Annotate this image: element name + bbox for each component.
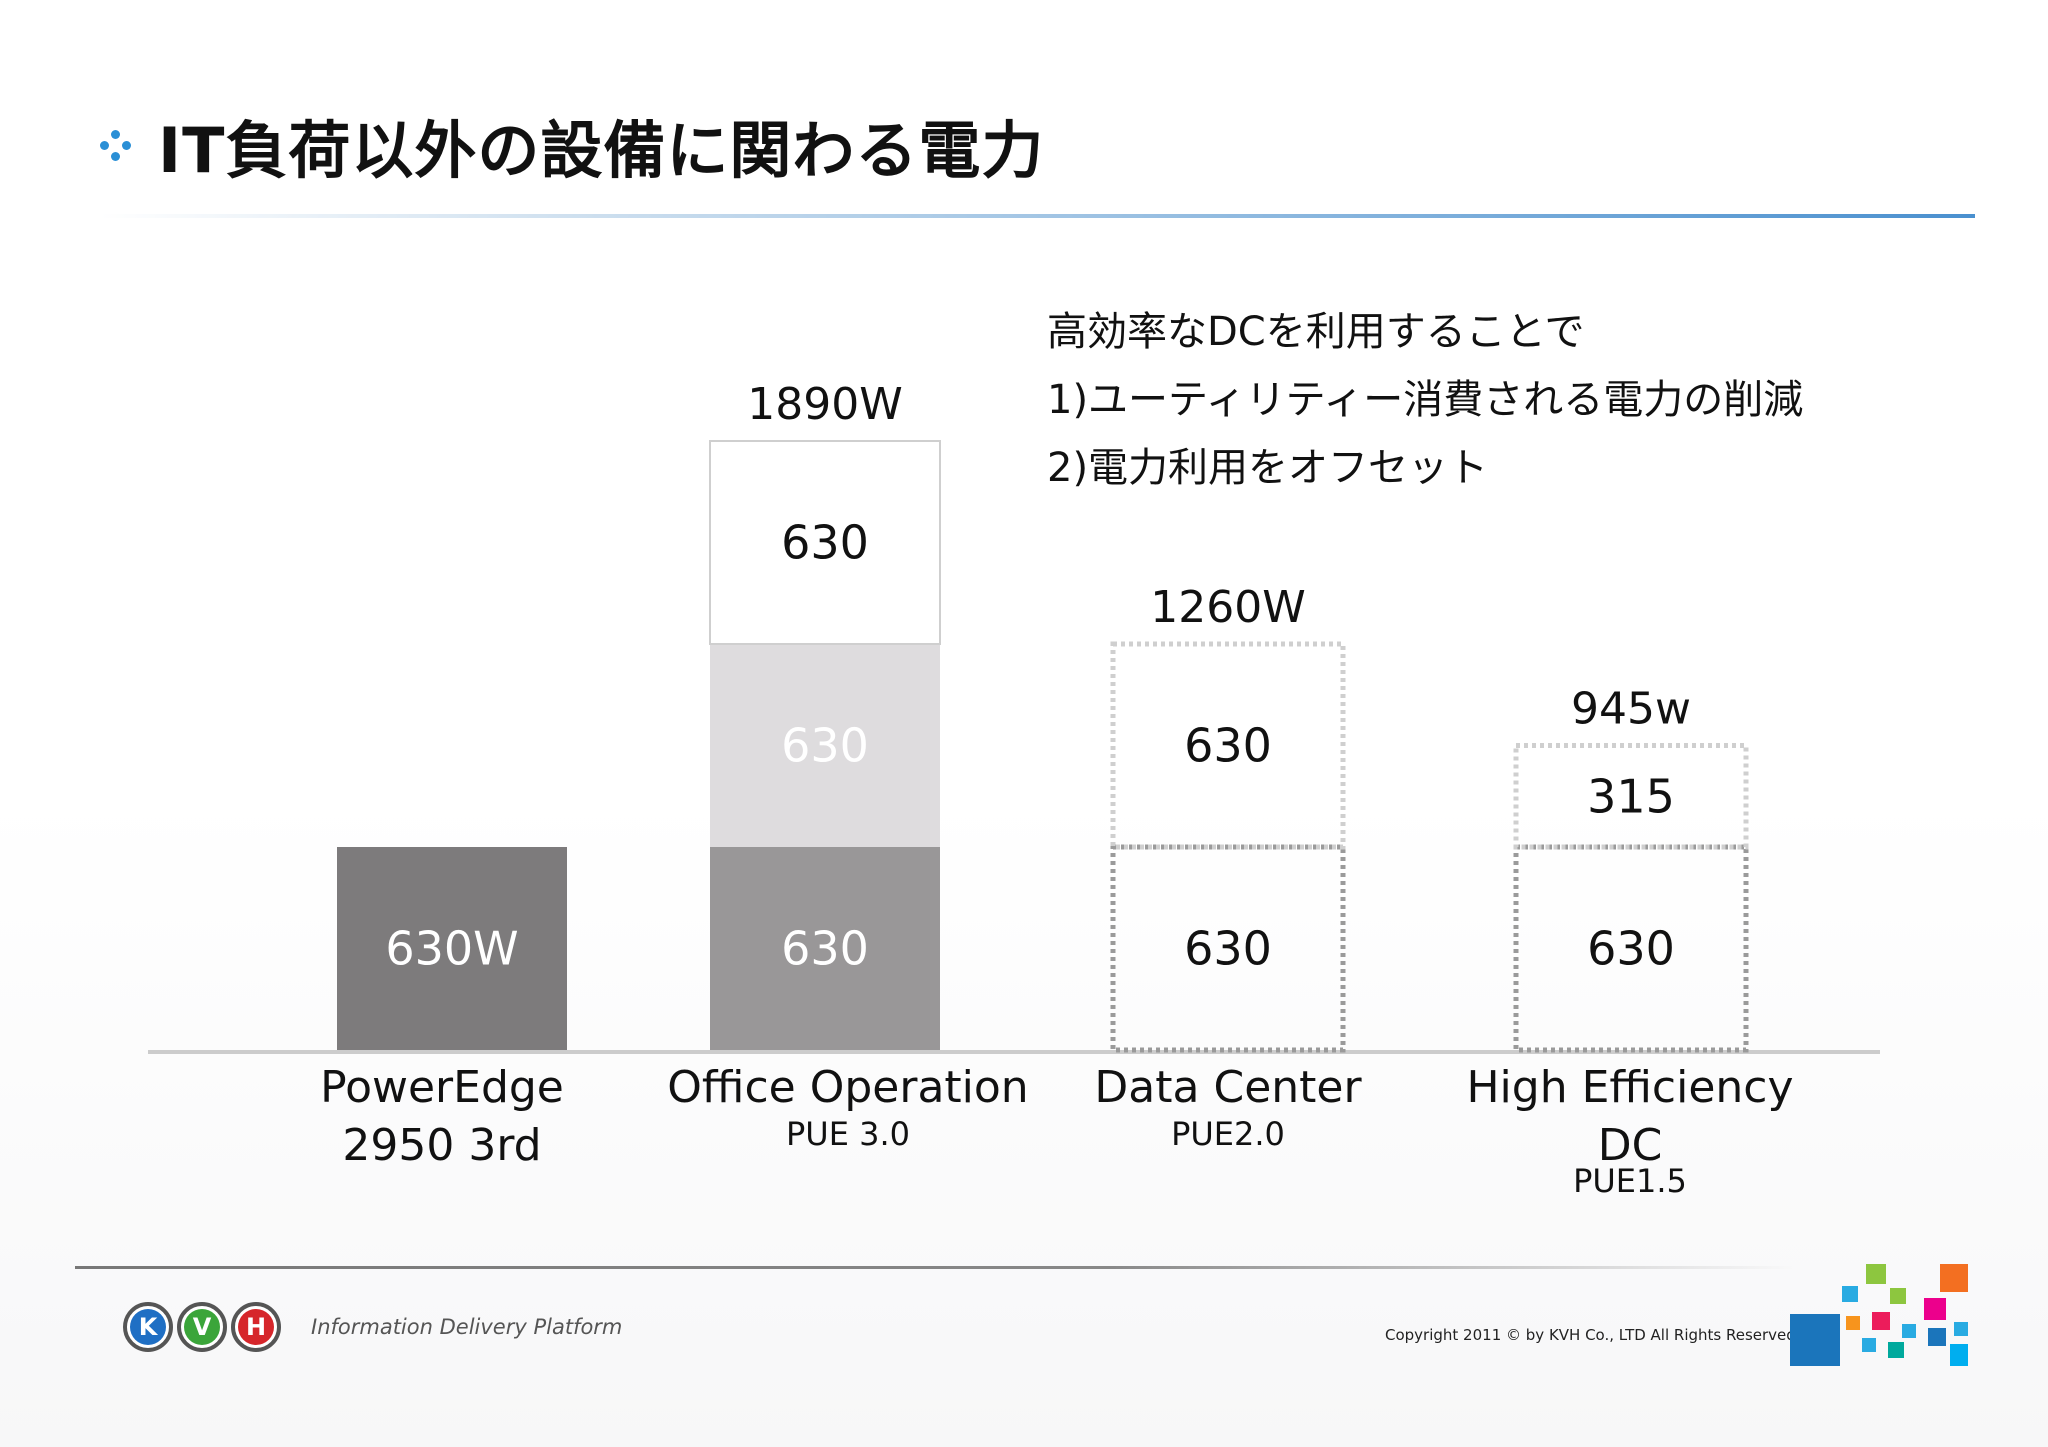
bar-3-segment-2: [1110, 641, 1346, 850]
mosaic-logo-icon: [1790, 1262, 1970, 1368]
bar-4-total-label: 945w: [1571, 684, 1691, 735]
bar-2-segment-1-label: 630: [781, 922, 869, 976]
logo-v-icon: V: [177, 1302, 227, 1352]
category-4-label-line2: DC: [1598, 1120, 1663, 1171]
bar-2-segment-2-label: 630: [781, 719, 869, 773]
page-title: IT負荷以外の設備に関わる電力: [158, 114, 1045, 187]
note-line-3: 2)電力利用をオフセット: [1047, 445, 1489, 491]
chart-baseline: [148, 1050, 1880, 1054]
bar-4-segment-2: [1513, 743, 1749, 850]
bar-3-segment-1-label: 630: [1184, 922, 1272, 976]
bar-1-segment-1: [337, 847, 567, 1050]
category-1-label: PowerEdge: [320, 1062, 564, 1113]
bar-3-segment-2-label: 630: [1184, 719, 1272, 773]
bar-4-segment-1-label: 630: [1587, 922, 1675, 976]
bar-2-total-label: 1890W: [747, 379, 902, 430]
bullet-icon: [100, 130, 131, 161]
category-4-label: High Efficiency: [1466, 1062, 1793, 1113]
note-line-1: 高効率なDCを利用することで: [1047, 309, 1585, 355]
bar-3-total-label: 1260W: [1150, 582, 1305, 633]
annotation-note: 高効率なDCを利用することで 1)ユーティリティー消費される電力の削減 2)電力…: [1047, 298, 1803, 502]
footer-divider: [75, 1266, 1795, 1269]
category-4-pue-label: PUE1.5: [1573, 1162, 1687, 1200]
logo-h-icon: H: [231, 1302, 281, 1352]
kvh-logo: K V H Information Delivery Platform: [123, 1302, 622, 1352]
category-2-label: Office Operation: [667, 1062, 1028, 1113]
category-3-label: Data Center: [1094, 1062, 1362, 1113]
category-2-pue-label: PUE 3.0: [786, 1115, 910, 1153]
bar-2-segment-3-label: 630: [781, 516, 869, 570]
bar-2-segment-1: [710, 847, 940, 1050]
category-1-label-line2: 2950 3rd: [342, 1120, 541, 1171]
bar-1-segment-1-label: 630W: [385, 922, 518, 976]
title-divider: [100, 214, 1975, 218]
category-3-pue-label: PUE2.0: [1171, 1115, 1285, 1153]
bar-2-segment-2: [710, 644, 940, 847]
copyright-text: Copyright 2011 © by KVH Co., LTD All Rig…: [1385, 1326, 1796, 1344]
title-area: IT負荷以外の設備に関わる電力: [100, 100, 1044, 190]
bar-4-segment-1: [1513, 844, 1749, 1053]
logo-tagline: Information Delivery Platform: [311, 1315, 623, 1339]
bar-2-segment-3: [709, 440, 941, 645]
note-line-2: 1)ユーティリティー消費される電力の削減: [1047, 377, 1804, 423]
logo-k-icon: K: [123, 1302, 173, 1352]
bar-4-segment-2-label: 315: [1587, 769, 1675, 823]
